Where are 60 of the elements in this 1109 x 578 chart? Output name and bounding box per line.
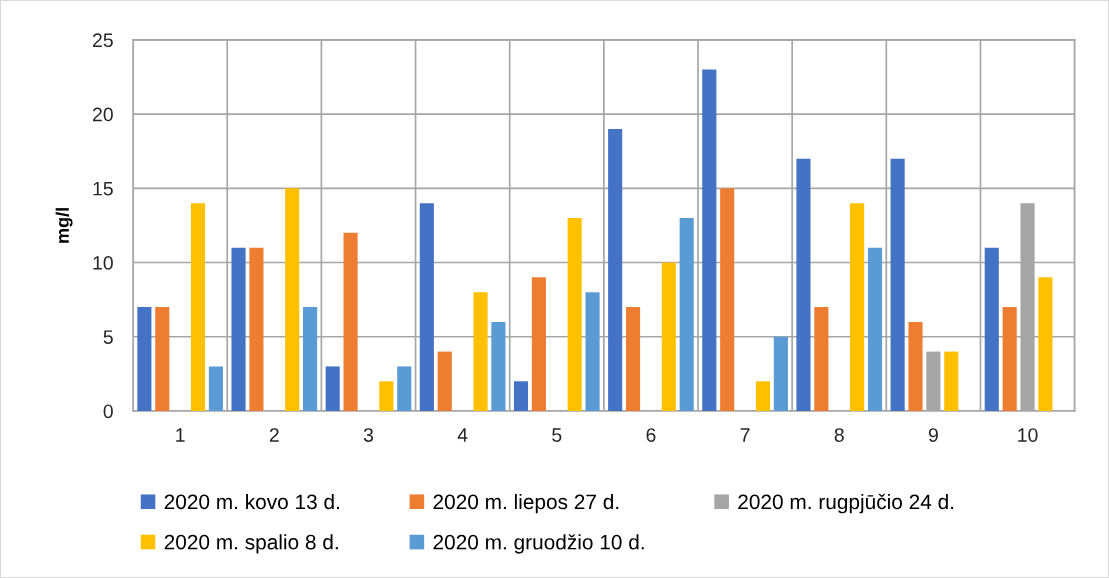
bar <box>944 351 959 411</box>
bar <box>661 262 676 411</box>
x-tick-label: 6 <box>646 428 656 442</box>
x-tick-label: 1 <box>176 428 185 442</box>
bar <box>796 158 811 411</box>
bar <box>679 218 694 411</box>
bar <box>585 292 600 411</box>
legend-label: 2020 m. gruodžio 10 d. <box>433 534 644 554</box>
bar <box>397 366 412 411</box>
bar <box>608 128 623 411</box>
x-tick-label: 10 <box>1018 428 1038 442</box>
bar <box>208 366 223 411</box>
bar <box>984 247 999 411</box>
bar <box>231 247 246 411</box>
bar <box>814 307 829 411</box>
bar <box>155 307 170 411</box>
bar <box>908 321 923 411</box>
x-tick-label: 4 <box>457 428 468 442</box>
y-tick-label: 15 <box>93 181 113 196</box>
bar <box>755 381 771 411</box>
bar <box>773 336 788 411</box>
bar <box>867 247 883 411</box>
y-tick-label: 25 <box>92 33 113 48</box>
bar <box>379 381 394 411</box>
bar <box>531 277 546 411</box>
bar <box>1002 307 1017 411</box>
bar <box>343 232 358 411</box>
bar <box>720 188 735 411</box>
x-tick-label: 5 <box>552 428 562 442</box>
bar <box>850 203 865 411</box>
bar <box>567 218 582 411</box>
legend-label: 2020 m. rugpjūčio 24 d. <box>738 493 954 514</box>
y-tick-label: 10 <box>93 256 113 270</box>
bar <box>325 366 340 411</box>
x-tick-label: 7 <box>740 428 750 442</box>
y-axis-title: mg/l <box>55 208 73 243</box>
bar <box>190 203 206 411</box>
bar <box>513 381 529 411</box>
bar <box>890 158 905 411</box>
y-tick-label: 5 <box>103 330 113 344</box>
bar <box>491 321 506 411</box>
bar <box>437 351 452 411</box>
bar <box>473 292 488 411</box>
bar <box>702 69 717 411</box>
x-tick-label: 8 <box>834 428 844 442</box>
y-tick-label: 20 <box>92 107 113 122</box>
bar <box>419 203 434 411</box>
bar <box>137 307 152 411</box>
bar <box>285 188 300 411</box>
legend-label: 2020 m. kovo 13 d. <box>164 493 339 510</box>
legend-label: 2020 m. liepos 27 d. <box>433 493 619 514</box>
bar <box>249 247 264 411</box>
bar <box>1038 277 1053 411</box>
y-tick-label: 0 <box>103 404 113 419</box>
x-tick-label: 3 <box>363 428 374 442</box>
x-tick-label: 2 <box>269 428 279 442</box>
bar <box>625 307 641 411</box>
legend-label: 2020 m. spalio 8 d. <box>164 534 338 554</box>
x-tick-label: 9 <box>928 428 938 442</box>
bar <box>303 307 318 411</box>
